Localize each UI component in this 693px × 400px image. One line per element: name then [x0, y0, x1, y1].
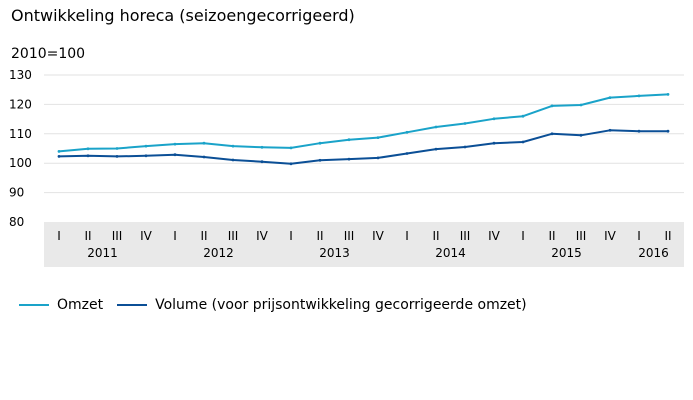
data-point	[579, 103, 583, 107]
legend-swatch-omzet	[19, 304, 49, 306]
series-line-omzet	[58, 93, 669, 153]
x-tick-label: II	[432, 229, 439, 243]
data-point	[637, 94, 641, 98]
y-unit-label: 2010=100	[11, 46, 86, 62]
legend-item-omzet: Omzet	[19, 297, 103, 313]
data-point	[86, 147, 90, 151]
y-tick-label-80: 80	[9, 215, 24, 229]
data-point	[463, 122, 467, 125]
data-point	[144, 144, 148, 148]
data-point	[637, 129, 641, 133]
data-point	[173, 142, 177, 146]
x-tick-label: III	[460, 229, 471, 243]
data-point	[492, 117, 496, 121]
data-point	[115, 155, 119, 158]
data-point	[231, 144, 235, 148]
legend-label-volume: Volume (voor prijsontwikkeling gecorrige…	[155, 297, 527, 313]
data-point	[666, 129, 670, 133]
x-tick-label: I	[405, 229, 409, 243]
data-point	[57, 155, 61, 158]
year-label-2012: 2012	[203, 246, 234, 260]
series-line-volume	[58, 129, 669, 165]
data-point	[434, 125, 438, 129]
chart-title: Ontwikkeling horeca (seizoengecorrigeerd…	[11, 6, 355, 25]
data-point	[463, 145, 467, 149]
data-point	[202, 155, 206, 159]
data-point	[347, 138, 351, 142]
x-tick-label: I	[173, 229, 177, 243]
data-point	[550, 104, 554, 108]
x-tick-label: II	[200, 229, 207, 243]
data-point	[666, 93, 670, 96]
data-point	[260, 160, 264, 164]
data-point	[347, 157, 351, 161]
y-tick-label-110: 110	[9, 127, 32, 141]
y-tick-label-120: 120	[9, 97, 32, 111]
x-tick-label: II	[664, 229, 671, 243]
legend: Omzet Volume (voor prijsontwikkeling gec…	[19, 297, 541, 313]
data-point	[260, 145, 264, 149]
data-point	[405, 152, 409, 155]
data-point	[579, 133, 583, 137]
x-tick-label: I	[289, 229, 293, 243]
legend-item-volume: Volume (voor prijsontwikkeling gecorrige…	[117, 297, 527, 313]
data-point	[318, 141, 322, 145]
y-tick-label-90: 90	[9, 186, 24, 200]
y-axis: 80 90 100 110 120 130	[9, 68, 32, 229]
data-point	[376, 156, 380, 160]
y-tick-label-130: 130	[9, 68, 32, 82]
data-point	[231, 158, 235, 162]
x-tick-label: I	[521, 229, 525, 243]
x-tick-label: II	[316, 229, 323, 243]
data-point	[434, 147, 438, 151]
x-axis-band	[44, 222, 684, 267]
x-axis: I II III IV I II III IV I II III IV I II III IV I II III IV…	[57, 229, 671, 260]
year-label-2013: 2013	[319, 246, 350, 260]
data-point	[202, 141, 206, 145]
x-tick-label: I	[57, 229, 61, 243]
x-tick-label: III	[576, 229, 587, 243]
data-point	[405, 130, 409, 134]
data-point	[57, 150, 61, 153]
x-tick-label: IV	[372, 229, 385, 243]
data-point	[521, 114, 525, 118]
x-tick-label: II	[84, 229, 91, 243]
series-lines	[57, 93, 670, 166]
x-tick-label: III	[112, 229, 123, 243]
x-tick-label: III	[228, 229, 239, 243]
data-point	[86, 154, 90, 158]
data-point	[144, 154, 148, 158]
data-point	[173, 153, 177, 157]
data-point	[289, 146, 293, 150]
x-tick-label: IV	[140, 229, 153, 243]
x-tick-label: I	[637, 229, 641, 243]
year-label-2016: 2016	[638, 246, 669, 260]
x-tick-label: IV	[488, 229, 501, 243]
year-label-2015: 2015	[551, 246, 582, 260]
year-label-2011: 2011	[87, 246, 118, 260]
data-point	[608, 96, 612, 99]
legend-label-omzet: Omzet	[57, 297, 104, 313]
y-tick-label-100: 100	[9, 156, 32, 170]
x-tick-label: IV	[604, 229, 617, 243]
data-point	[289, 162, 293, 166]
x-tick-label: IV	[256, 229, 269, 243]
x-tick-label: II	[548, 229, 555, 243]
data-point	[318, 158, 322, 162]
data-point	[521, 140, 525, 144]
data-point	[550, 132, 554, 136]
legend-swatch-volume	[117, 304, 148, 306]
data-point	[608, 128, 612, 132]
x-tick-label: III	[344, 229, 355, 243]
data-point	[115, 147, 119, 150]
year-label-2014: 2014	[435, 246, 466, 260]
data-point	[376, 136, 380, 140]
data-point	[492, 141, 496, 145]
